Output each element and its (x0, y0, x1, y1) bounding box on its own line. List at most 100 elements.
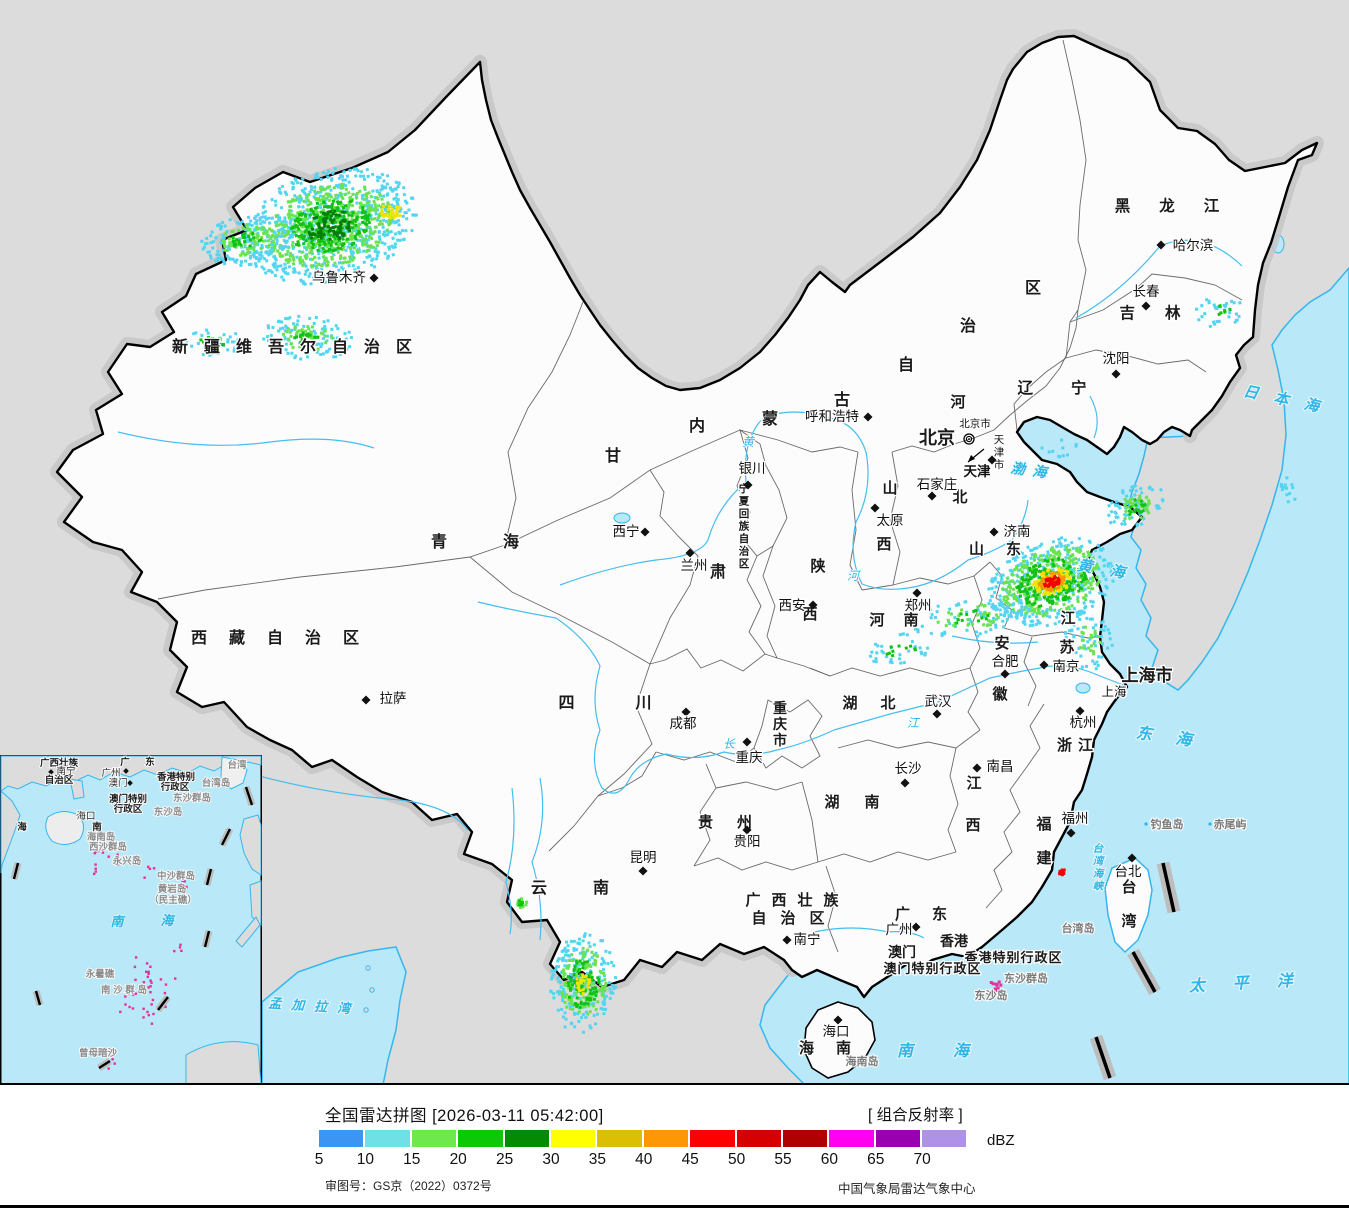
city-label: 长沙 (895, 761, 922, 776)
city-label: 呼和浩特 (805, 409, 859, 424)
inset-label: 黄岩岛 (158, 883, 187, 895)
colorbar-tick: 65 (867, 1151, 885, 1168)
inset-island-mark (117, 861, 120, 864)
city-marker (833, 1015, 843, 1025)
province-label: 区 (1025, 279, 1041, 297)
river (1089, 395, 1098, 439)
river (505, 787, 515, 935)
capital-marker (963, 433, 975, 445)
city-label: 南宁 (794, 931, 821, 947)
city-marker (640, 527, 650, 537)
city-marker (638, 866, 648, 876)
island-label: 海南岛 (846, 1054, 879, 1068)
city-label: 天津 (964, 463, 992, 479)
province-label: 西藏自治区 (191, 628, 381, 647)
inset-label: 台湾 (227, 759, 247, 771)
province-label: 庆 (773, 716, 787, 732)
radar-echo (184, 328, 240, 357)
colorbar-cell-20 (458, 1130, 503, 1147)
city-label: 沈阳 (1103, 351, 1130, 366)
river-label: 河 (847, 569, 861, 583)
province-label: 夏 (738, 496, 750, 508)
province-boundary (1013, 357, 1067, 431)
province-boundary (861, 451, 901, 591)
city-marker (1039, 660, 1049, 670)
inset-island-mark (157, 873, 160, 877)
province-label: 安 (994, 634, 1009, 652)
province-label: 甘 (605, 447, 621, 465)
andaman-islet (363, 1007, 369, 1013)
inset-island-mark (148, 867, 152, 870)
city-label: 武汉 (925, 694, 953, 709)
city-label: 郑州 (905, 598, 932, 613)
inset-island-mark (145, 970, 148, 973)
colorbar-cell-50 (736, 1130, 781, 1147)
colorbar-tick: 60 (820, 1151, 839, 1168)
inset-island-mark (147, 1013, 150, 1017)
province-boundary (753, 699, 823, 769)
inset-island-mark (124, 1003, 127, 1006)
river-label: 江 (907, 716, 921, 730)
province-label: 江 (1060, 609, 1075, 627)
province-boundary (1023, 636, 1037, 707)
taiwan-island (1104, 857, 1153, 954)
province-label: 苏 (1059, 638, 1074, 656)
inset-island-mark (124, 995, 127, 998)
city-marker (808, 600, 818, 610)
islet-dot (1208, 822, 1212, 826)
colorbar-cell-15 (411, 1130, 457, 1147)
city-label: 广州 (886, 922, 913, 937)
inset-label: 南 (92, 821, 102, 833)
province-boundary (892, 561, 991, 586)
colorbar-cell-25 (504, 1130, 549, 1147)
inset-label: 南 沙 群 岛 (101, 984, 147, 996)
province-boundary (1062, 39, 1087, 359)
province-label: 云南 (531, 878, 655, 897)
color-bar-ticks: 5 10 15 20 25 30 35 40 45 50 55 60 65 70 (0, 1151, 1349, 1171)
colorbar-tick: 45 (681, 1151, 699, 1168)
inset-island-mark (94, 863, 97, 866)
image-bottom-border (0, 1205, 1349, 1208)
province-label: 西 (876, 536, 891, 553)
city-marker (1075, 706, 1085, 716)
inset-island-mark (94, 843, 97, 847)
province-boundary (1069, 273, 1243, 323)
colorbar-cell-35 (597, 1130, 642, 1147)
province-label: 建 (1036, 849, 1052, 867)
inset-label: 行政区 (113, 803, 143, 815)
city-marker (1127, 853, 1137, 863)
inset-label: （民主礁） (149, 894, 197, 906)
city-label: 西安 (779, 598, 806, 613)
colorbar-tick: 40 (635, 1151, 653, 1168)
city-marker (1000, 669, 1010, 679)
province-label: 辽宁 (1017, 378, 1124, 397)
province-label: 山东 (969, 540, 1043, 558)
inset-island-mark (113, 1062, 116, 1065)
dash-line (1131, 951, 1157, 993)
inset-label: 香港特别 (156, 771, 195, 783)
colorbar-cell-5 (319, 1130, 364, 1147)
city-marker (911, 922, 921, 932)
province-boundary (1025, 703, 1045, 769)
province-label: 广西壮族 (745, 891, 849, 909)
river (117, 431, 375, 449)
province-label: 蒙 (762, 409, 778, 428)
province-boundary (947, 747, 959, 853)
colorbar-tick: 10 (356, 1151, 375, 1168)
province-boundary (739, 429, 859, 453)
province-label: 海南 (799, 1039, 873, 1057)
city-label: 南京 (1053, 659, 1080, 674)
city-label: 杭州 (1070, 715, 1097, 730)
inset-island-mark (118, 859, 121, 862)
inset-island-mark (94, 867, 97, 870)
colorbar-cell-45 (690, 1130, 735, 1147)
colorbar-cell-70 (922, 1130, 967, 1147)
radar-echo (989, 980, 1003, 992)
city-label: 成都 (670, 716, 697, 731)
province-label: 香港 (939, 933, 969, 949)
inset-island-mark (94, 850, 98, 853)
province-boundary (837, 729, 981, 749)
province-label: 自 (898, 355, 914, 374)
colorbar-tick: 50 (727, 1151, 746, 1168)
